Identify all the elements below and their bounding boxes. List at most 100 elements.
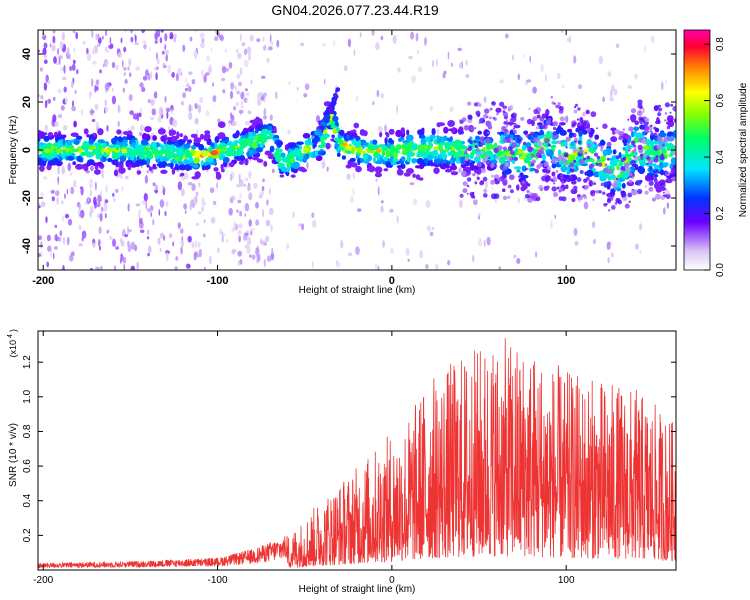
spectrogram-cell — [233, 106, 236, 111]
spectrogram-cell — [357, 139, 362, 147]
spectrogram-cell — [122, 60, 124, 68]
spectrogram-cell — [515, 137, 522, 144]
spectrogram-cell — [638, 180, 643, 184]
spectrogram-cell — [225, 136, 229, 142]
spectrogram-cell — [612, 149, 617, 155]
spectrogram-cell — [602, 149, 608, 157]
spectrogram-cell — [662, 162, 668, 168]
spectrogram-cell — [239, 193, 242, 200]
spectrogram-cell — [40, 192, 44, 197]
spectrogram-cell — [71, 63, 76, 71]
spectrogram-cell — [651, 197, 657, 202]
spectrogram-cell — [146, 229, 150, 235]
spectrogram-cell — [463, 125, 470, 131]
spectrogram-cell — [198, 143, 205, 151]
spectrogram-cell — [98, 142, 102, 150]
spectrogram-cell — [82, 40, 86, 45]
spectrogram-cell — [585, 176, 590, 181]
spectrogram-cell — [618, 135, 623, 141]
spectrogram-cell — [210, 47, 213, 52]
spectrogram-cell — [127, 203, 130, 212]
spectrogram-cell — [201, 200, 206, 206]
spectrogram-cell — [57, 176, 60, 185]
spectrogram-cell — [534, 169, 539, 174]
snr-y-tick-label: 1.2 — [22, 355, 33, 369]
spectrogram-cell — [103, 203, 108, 213]
spectrogram-cell — [458, 199, 463, 208]
spectrogram-cell — [375, 148, 382, 153]
spectrogram-cell — [431, 226, 435, 231]
spectrogram-cell — [502, 173, 507, 178]
spectrogram-cell — [578, 129, 583, 137]
spectrogram-cell — [102, 142, 107, 147]
spectrogram-cell — [377, 186, 380, 196]
spectrogram-cell — [606, 141, 612, 147]
spectrogram-cell — [251, 254, 256, 260]
spectrogram-cell — [561, 196, 567, 202]
spectrogram-cell — [562, 84, 565, 89]
spectrogram-cell — [332, 40, 336, 47]
spectrogram-cell — [577, 140, 582, 145]
spectrogram-cell — [152, 163, 156, 168]
spectrogram-cell — [331, 134, 335, 138]
spectrogram-cell — [596, 127, 598, 130]
spectrogram-cell — [188, 112, 193, 121]
spectrogram-cell — [598, 143, 602, 147]
spectrogram-cell — [656, 144, 662, 150]
spectrogram-cell — [342, 143, 348, 147]
spectrogram-cell — [650, 124, 653, 127]
spectrogram-cell — [595, 190, 600, 194]
spectrogram-cell — [159, 37, 163, 44]
spectrogram-cell — [570, 141, 575, 147]
snr-y-axis-label: SNR (10 * v/v) — [8, 423, 19, 487]
spectrogram-cell — [400, 127, 405, 135]
spectrogram-cell — [315, 155, 323, 162]
spectrogram-cell — [90, 110, 95, 114]
spectrogram-cell — [551, 157, 558, 164]
spectrogram-cell — [152, 218, 155, 226]
spectrogram-cell — [165, 54, 168, 62]
spectrogram-cell — [209, 64, 212, 72]
spectrogram-cell — [642, 107, 645, 114]
spectrogram-cell — [572, 187, 575, 190]
spectrogram-cell — [99, 190, 103, 197]
spectrogram-cell — [559, 187, 564, 192]
spectrogram-cell — [507, 184, 512, 189]
spectrogram-cell — [275, 147, 281, 153]
spectrogram-cell — [363, 153, 368, 162]
spectrogram-cell — [156, 58, 160, 65]
spectrogram-cell — [59, 230, 63, 237]
spectrogram-cell — [43, 59, 48, 64]
spectrogram-cell — [490, 163, 495, 169]
spectrogram-cell — [201, 206, 205, 212]
spectrogram-cell — [644, 190, 649, 195]
spectrogram-cell — [130, 265, 136, 270]
snr-y-scale-exponent: 4 — [7, 334, 14, 338]
spectrogram-cell — [49, 43, 52, 48]
spectrogram-cell — [89, 165, 94, 172]
spectrogram-cell — [424, 37, 427, 46]
spectrogram-cell — [229, 173, 233, 182]
spectrogram-cell — [573, 109, 578, 114]
spectrogram-cell — [447, 151, 454, 156]
spectrogram-cell — [461, 162, 465, 166]
spectrogram-cell — [479, 136, 485, 142]
spectrogram-cell — [165, 250, 170, 255]
spectrogram-cell — [177, 222, 181, 229]
spectrogram-cell — [160, 30, 164, 33]
spectrogram-cell — [504, 151, 510, 156]
spectrogram-cell — [247, 135, 254, 141]
spectrogram-cell — [73, 47, 76, 53]
spectrogram-cell — [545, 119, 552, 126]
spectrogram-cell — [415, 165, 422, 169]
spectrogram-cell — [246, 46, 252, 55]
spectrogram-cell — [222, 146, 228, 151]
spectrogram-cell — [608, 209, 611, 212]
spectrogram-cell — [502, 138, 508, 143]
spectrogram-cell — [145, 69, 149, 77]
colorbar-tick-label: 0.2 — [715, 206, 726, 220]
spectrogram-cell — [185, 77, 187, 84]
spectrogram-cell — [115, 246, 120, 250]
spectrogram-cell — [146, 208, 152, 213]
